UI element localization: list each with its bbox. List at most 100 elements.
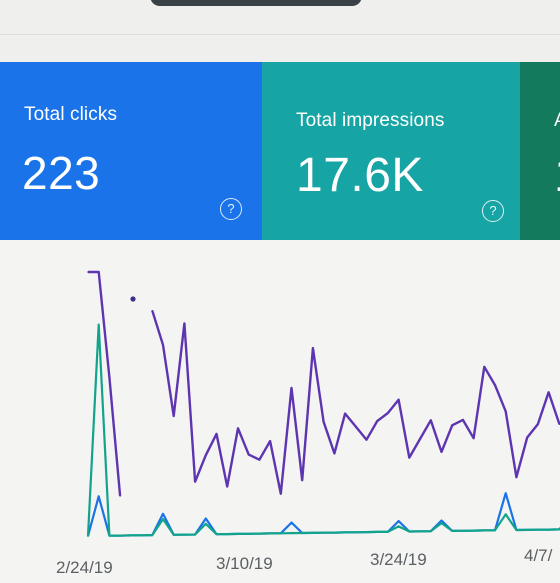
data-point bbox=[119, 535, 121, 537]
card-label: Total impressions bbox=[296, 110, 444, 132]
data-point bbox=[194, 481, 196, 483]
data-point bbox=[430, 420, 432, 422]
data-point bbox=[152, 534, 154, 536]
card-label: Total clicks bbox=[24, 104, 117, 126]
data-point bbox=[409, 457, 411, 459]
x-tick-label: 4/7/ bbox=[524, 546, 552, 566]
data-point bbox=[355, 532, 357, 534]
data-point bbox=[419, 531, 421, 533]
data-point bbox=[537, 423, 539, 425]
data-point bbox=[205, 454, 207, 456]
data-point bbox=[419, 438, 421, 440]
data-point bbox=[162, 344, 164, 346]
data-point bbox=[409, 531, 411, 533]
card-value: 223 bbox=[22, 146, 100, 200]
data-point bbox=[205, 523, 207, 525]
x-tick-label: 2/24/19 bbox=[56, 558, 113, 578]
data-point bbox=[184, 534, 186, 536]
data-point bbox=[301, 479, 303, 481]
data-point bbox=[109, 377, 111, 379]
data-point bbox=[269, 533, 271, 535]
data-point bbox=[194, 534, 196, 536]
x-tick-label: 3/10/19 bbox=[216, 554, 273, 574]
data-point bbox=[334, 532, 336, 534]
data-point bbox=[473, 530, 475, 532]
data-point bbox=[259, 533, 261, 535]
divider bbox=[0, 34, 560, 35]
data-point bbox=[259, 459, 261, 461]
data-point bbox=[484, 366, 486, 368]
data-point bbox=[248, 454, 250, 456]
data-point bbox=[526, 437, 528, 439]
x-tick-label: 3/24/19 bbox=[370, 550, 427, 570]
data-point bbox=[451, 425, 453, 427]
data-point bbox=[184, 323, 186, 325]
data-point bbox=[119, 495, 121, 497]
data-point bbox=[441, 520, 443, 522]
data-point bbox=[366, 531, 368, 533]
data-point bbox=[237, 428, 239, 430]
data-point bbox=[387, 531, 389, 533]
data-point bbox=[280, 493, 282, 495]
data-point bbox=[205, 518, 207, 520]
data-point bbox=[130, 296, 135, 301]
card-total-impressions[interactable]: Total impressions 17.6K ? bbox=[262, 62, 520, 240]
card-value: 1 bbox=[554, 148, 560, 203]
data-point bbox=[269, 440, 271, 442]
data-point bbox=[548, 529, 550, 531]
data-point bbox=[237, 533, 239, 535]
help-circle-icon[interactable]: ? bbox=[220, 198, 242, 220]
search-bar[interactable] bbox=[150, 0, 362, 6]
card-value: 17.6K bbox=[296, 148, 424, 203]
data-point bbox=[162, 518, 164, 520]
data-point bbox=[291, 387, 293, 389]
data-point bbox=[323, 532, 325, 534]
data-point bbox=[98, 324, 100, 326]
data-point bbox=[473, 437, 475, 439]
data-point bbox=[430, 530, 432, 532]
data-point bbox=[323, 421, 325, 423]
data-point bbox=[334, 453, 336, 455]
data-point bbox=[505, 514, 507, 516]
card-total-clicks[interactable]: Total clicks 223 ? bbox=[0, 62, 262, 240]
series-line-2 bbox=[88, 325, 560, 536]
data-point bbox=[312, 347, 314, 349]
data-point bbox=[516, 476, 518, 478]
data-point bbox=[462, 530, 464, 532]
data-point bbox=[494, 384, 496, 386]
metric-cards: Total clicks 223 ? Total impressions 17.… bbox=[0, 62, 560, 240]
data-point bbox=[226, 533, 228, 535]
data-point bbox=[162, 513, 164, 515]
data-point bbox=[291, 532, 293, 534]
data-point bbox=[484, 530, 486, 532]
data-point bbox=[301, 532, 303, 534]
data-point bbox=[516, 529, 518, 531]
series-line-0 bbox=[152, 311, 560, 494]
data-point bbox=[494, 530, 496, 532]
data-point bbox=[216, 433, 218, 435]
data-point bbox=[98, 496, 100, 498]
data-point bbox=[366, 439, 368, 441]
line-chart bbox=[0, 240, 560, 578]
data-point bbox=[216, 533, 218, 535]
data-point bbox=[98, 271, 100, 273]
data-point bbox=[355, 426, 357, 428]
data-point bbox=[462, 419, 464, 421]
performance-chart: 2/24/19 3/10/19 3/24/19 4/7/ bbox=[0, 240, 560, 578]
data-point bbox=[376, 420, 378, 422]
data-point bbox=[109, 535, 111, 537]
help-circle-icon[interactable]: ? bbox=[482, 200, 504, 222]
data-point bbox=[376, 531, 378, 533]
data-point bbox=[441, 451, 443, 453]
data-point bbox=[291, 522, 293, 524]
data-point bbox=[537, 529, 539, 531]
data-point bbox=[152, 310, 154, 312]
data-point bbox=[387, 412, 389, 414]
data-point bbox=[173, 415, 175, 417]
data-point bbox=[548, 392, 550, 394]
data-point bbox=[526, 529, 528, 531]
card-partial[interactable]: A 1 bbox=[520, 62, 560, 240]
data-point bbox=[441, 522, 443, 524]
data-point bbox=[505, 492, 507, 494]
card-label: A bbox=[554, 110, 560, 132]
